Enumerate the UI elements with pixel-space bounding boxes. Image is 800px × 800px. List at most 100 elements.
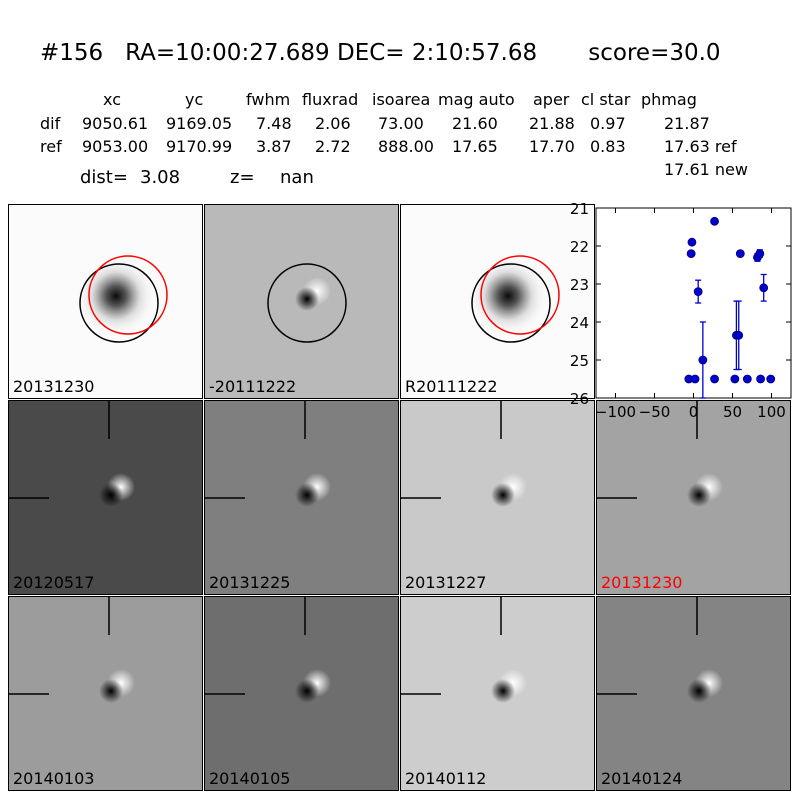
table-cell: 17.63 ref: [664, 137, 737, 156]
image-stamp: 20131230: [8, 204, 203, 399]
dipole-negative: [295, 679, 319, 703]
data-point: [710, 374, 719, 384]
table-cell: 21.88: [529, 114, 575, 133]
image-stamp: 20140124: [596, 596, 791, 791]
column-header: fluxrad: [302, 90, 359, 109]
image-stamp: 20131230: [596, 400, 791, 595]
column-header: mag auto: [438, 90, 515, 109]
table-cell: 3.87: [256, 137, 292, 156]
column-header: cl star: [581, 90, 631, 109]
image-stamp: 20140103: [8, 596, 203, 791]
image-stamp: 20131225: [204, 400, 399, 595]
data-point: [766, 374, 776, 384]
data-point: [759, 283, 769, 293]
plot-frame: [595, 207, 792, 399]
dipole-negative: [99, 679, 123, 703]
page-title: #156 RA=10:00:27.689 DEC= 2:10:57.68 sco…: [40, 40, 721, 66]
column-header: fwhm: [246, 90, 291, 109]
stamp-date-label: -20111222: [209, 377, 297, 396]
aperture-circle-black: [79, 263, 159, 343]
y-tick-label: 22: [570, 238, 589, 256]
x-tick-label: 100: [757, 403, 786, 421]
row-label: ref: [40, 137, 62, 156]
data-point: [734, 330, 744, 340]
dipole-negative: [295, 483, 319, 507]
table-cell: 0.97: [590, 114, 626, 133]
x-tick-label: 50: [723, 403, 742, 421]
dipole-negative: [99, 483, 123, 507]
data-point: [687, 237, 697, 247]
table-cell: 21.60: [452, 114, 498, 133]
stamp-date-label: 20140124: [601, 769, 683, 788]
table-cell: 17.65: [452, 137, 498, 156]
y-tick-label: 24: [570, 314, 589, 332]
table-cell: 9170.99: [166, 137, 233, 156]
data-point: [755, 249, 765, 259]
stamp-date-label: 20131225: [209, 573, 291, 592]
dipole-negative: [295, 287, 319, 311]
column-header: xc: [103, 90, 121, 109]
stamp-date-label: 20140103: [13, 769, 95, 788]
data-point: [756, 374, 765, 384]
image-stamp: R20111222: [400, 204, 595, 399]
phmag-new-value: 17.61 new: [664, 160, 748, 179]
aperture-circle-black: [471, 263, 551, 343]
stamp-date-label: 20120517: [13, 573, 95, 592]
dist-value: 3.08: [140, 167, 181, 188]
table-cell: 9050.61: [82, 114, 149, 133]
column-header: isoarea: [372, 90, 431, 109]
aperture-circle-red: [88, 255, 168, 335]
table-cell: 9053.00: [82, 137, 149, 156]
source-blob: [76, 256, 156, 336]
z-value: nan: [280, 167, 314, 188]
table-cell: 2.06: [315, 114, 351, 133]
data-point: [730, 374, 740, 384]
x-tick-label: −100: [595, 403, 636, 421]
z-label: z=: [230, 167, 255, 188]
data-point: [742, 374, 752, 384]
y-tick-label: 25: [570, 352, 589, 370]
dipole-negative: [491, 679, 515, 703]
aperture-circle-black: [267, 263, 347, 343]
row-label: dif: [40, 114, 61, 133]
image-stamp: 20140112: [400, 596, 595, 791]
aperture-circle-red: [480, 255, 560, 335]
table-cell: 9169.05: [166, 114, 233, 133]
table-cell: 7.48: [256, 114, 292, 133]
table-cell: 2.72: [315, 137, 351, 156]
data-point: [686, 249, 696, 259]
x-tick-label: −50: [639, 403, 671, 421]
data-point: [735, 249, 745, 259]
table-cell: 17.70: [529, 137, 575, 156]
dipole-negative: [491, 483, 515, 507]
data-point: [693, 287, 703, 297]
table-cell: 0.83: [590, 137, 626, 156]
stamp-date-label: 20131230: [601, 573, 683, 592]
column-header: yc: [185, 90, 204, 109]
column-header: aper: [533, 90, 570, 109]
table-cell: 21.87: [664, 114, 710, 133]
column-header: phmag: [641, 90, 697, 109]
y-tick-label: 26: [570, 390, 589, 408]
table-cell: 888.00: [378, 137, 434, 156]
image-stamp: -20111222: [204, 204, 399, 399]
image-stamp: 20131227: [400, 400, 595, 595]
data-point: [710, 216, 719, 226]
x-tick-label: 0: [689, 403, 699, 421]
dipole-negative: [687, 483, 711, 507]
image-stamp: 20120517: [8, 400, 203, 595]
stamp-date-label: 20140105: [209, 769, 291, 788]
data-point: [690, 374, 700, 384]
data-point: [698, 355, 708, 365]
image-stamp: 20140105: [204, 596, 399, 791]
y-tick-label: 21: [570, 200, 589, 218]
dipole-negative: [687, 679, 711, 703]
dist-label: dist=: [80, 167, 128, 188]
y-tick-label: 23: [570, 276, 589, 294]
stamp-date-label: R20111222: [405, 377, 498, 396]
stamp-date-label: 20131230: [13, 377, 95, 396]
table-cell: 73.00: [378, 114, 424, 133]
source-blob: [468, 256, 548, 336]
stamp-date-label: 20140112: [405, 769, 487, 788]
